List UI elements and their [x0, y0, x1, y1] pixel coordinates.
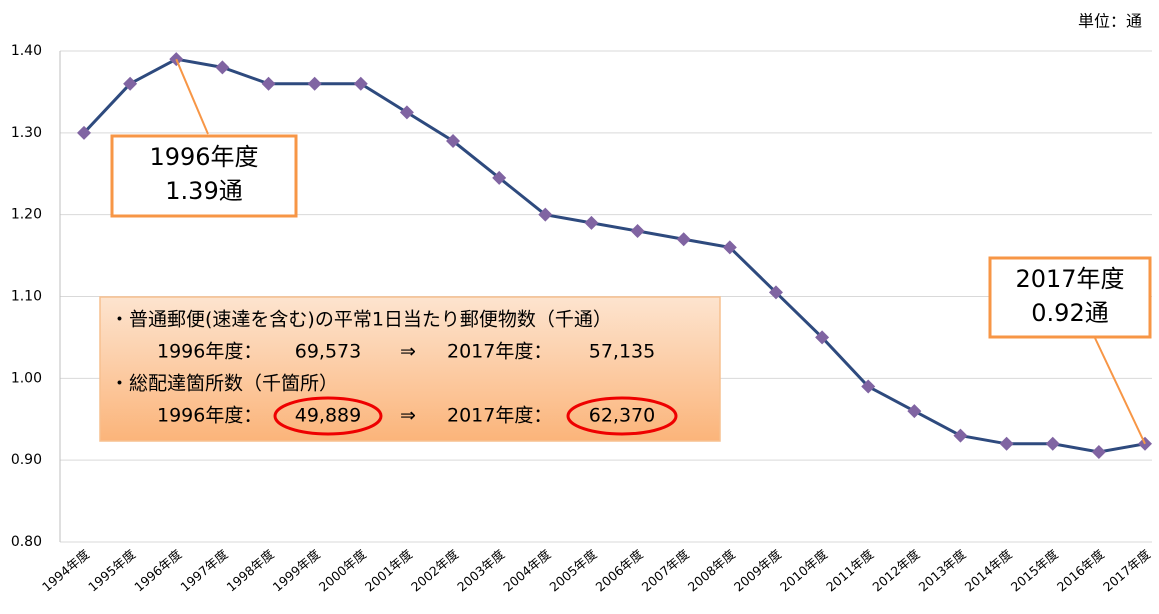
info-heading: ・普通郵便(速達を含む)の平常1日当たり郵便物数（千通） — [110, 309, 612, 331]
info-label: 1996年度： — [157, 341, 262, 363]
data-point — [538, 207, 553, 222]
x-tick-label: 2017年度 — [1100, 546, 1154, 594]
x-tick-label: 2005年度 — [546, 546, 600, 594]
x-tick-label: 2001年度 — [362, 546, 416, 594]
x-tick-label: 2015年度 — [1008, 546, 1062, 594]
data-point — [768, 285, 783, 300]
x-tick-label: 1994年度 — [39, 546, 93, 594]
data-point — [722, 240, 737, 255]
x-tick-label: 2010年度 — [777, 546, 831, 594]
x-tick-label: 2003年度 — [454, 546, 508, 594]
data-point — [630, 224, 645, 239]
data-point — [861, 379, 876, 394]
highlight-ellipse — [273, 396, 383, 436]
data-point — [999, 436, 1014, 451]
x-tick-label: 1996年度 — [131, 546, 185, 594]
data-point — [492, 170, 507, 185]
info-arrow: ⇒ — [400, 405, 416, 427]
y-tick-label: 1.20 — [11, 207, 42, 223]
data-point — [676, 232, 691, 247]
data-point — [1091, 444, 1106, 459]
info-value: 49,889 — [295, 405, 361, 427]
data-point — [815, 330, 830, 345]
x-tick-label: 1995年度 — [85, 546, 139, 594]
x-tick-label: 2011年度 — [823, 546, 877, 594]
x-tick-label: 2009年度 — [731, 546, 785, 594]
y-tick-label: 1.10 — [11, 289, 42, 305]
callout-text: 0.92通 — [1031, 299, 1108, 327]
x-tick-label: 2002年度 — [408, 546, 462, 594]
data-point — [307, 76, 322, 91]
x-tick-label: 2008年度 — [685, 546, 739, 594]
callout-text: 1.39通 — [165, 177, 242, 205]
info-label: 2017年度： — [447, 341, 552, 363]
info-label: 2017年度： — [447, 405, 552, 427]
data-point — [584, 215, 599, 230]
series-line — [82, 57, 1146, 454]
info-label: 1996年度： — [157, 405, 262, 427]
y-tick-label: 1.00 — [11, 370, 42, 386]
info-value: 57,135 — [589, 341, 655, 363]
data-point — [123, 76, 138, 91]
callout-box — [110, 134, 298, 218]
x-tick-label: 1998年度 — [224, 546, 278, 594]
x-tick-label: 2016年度 — [1054, 546, 1108, 594]
x-tick-label: 1999年度 — [270, 546, 324, 594]
data-point — [261, 76, 276, 91]
callout-text: 1996年度 — [149, 143, 258, 171]
data-point — [907, 404, 922, 419]
info-box — [99, 296, 721, 442]
y-tick-label: 1.30 — [11, 125, 42, 141]
callout-leader — [175, 58, 209, 135]
data-point — [1045, 436, 1060, 451]
x-tick-label: 2013年度 — [915, 546, 969, 594]
callout-box — [988, 256, 1152, 339]
unit-label: 単位：通 — [1078, 12, 1142, 31]
info-value: 62,370 — [589, 405, 655, 427]
x-tick-label: 2007年度 — [639, 546, 693, 594]
data-point — [446, 134, 461, 149]
data-point — [215, 60, 230, 75]
highlight-ellipse — [566, 396, 678, 436]
callout-text: 2017年度 — [1015, 265, 1124, 293]
info-heading: ・総配達箇所数（千箇所） — [110, 373, 338, 395]
x-tick-label: 1997年度 — [177, 546, 231, 594]
info-value: 69,573 — [295, 341, 361, 363]
y-tick-label: 1.40 — [11, 43, 42, 59]
callout-leader — [1094, 337, 1146, 445]
x-tick-label: 2004年度 — [500, 546, 554, 594]
info-arrow: ⇒ — [400, 341, 416, 363]
y-tick-label: 0.80 — [11, 534, 42, 550]
data-point — [77, 125, 91, 140]
data-point — [353, 76, 368, 91]
x-tick-label: 2000年度 — [316, 546, 370, 594]
data-point — [953, 428, 968, 443]
data-point — [399, 105, 414, 120]
x-tick-label: 2006年度 — [593, 546, 647, 594]
x-tick-label: 2014年度 — [962, 546, 1016, 594]
y-tick-label: 0.90 — [11, 452, 42, 468]
x-tick-label: 2012年度 — [869, 546, 923, 594]
